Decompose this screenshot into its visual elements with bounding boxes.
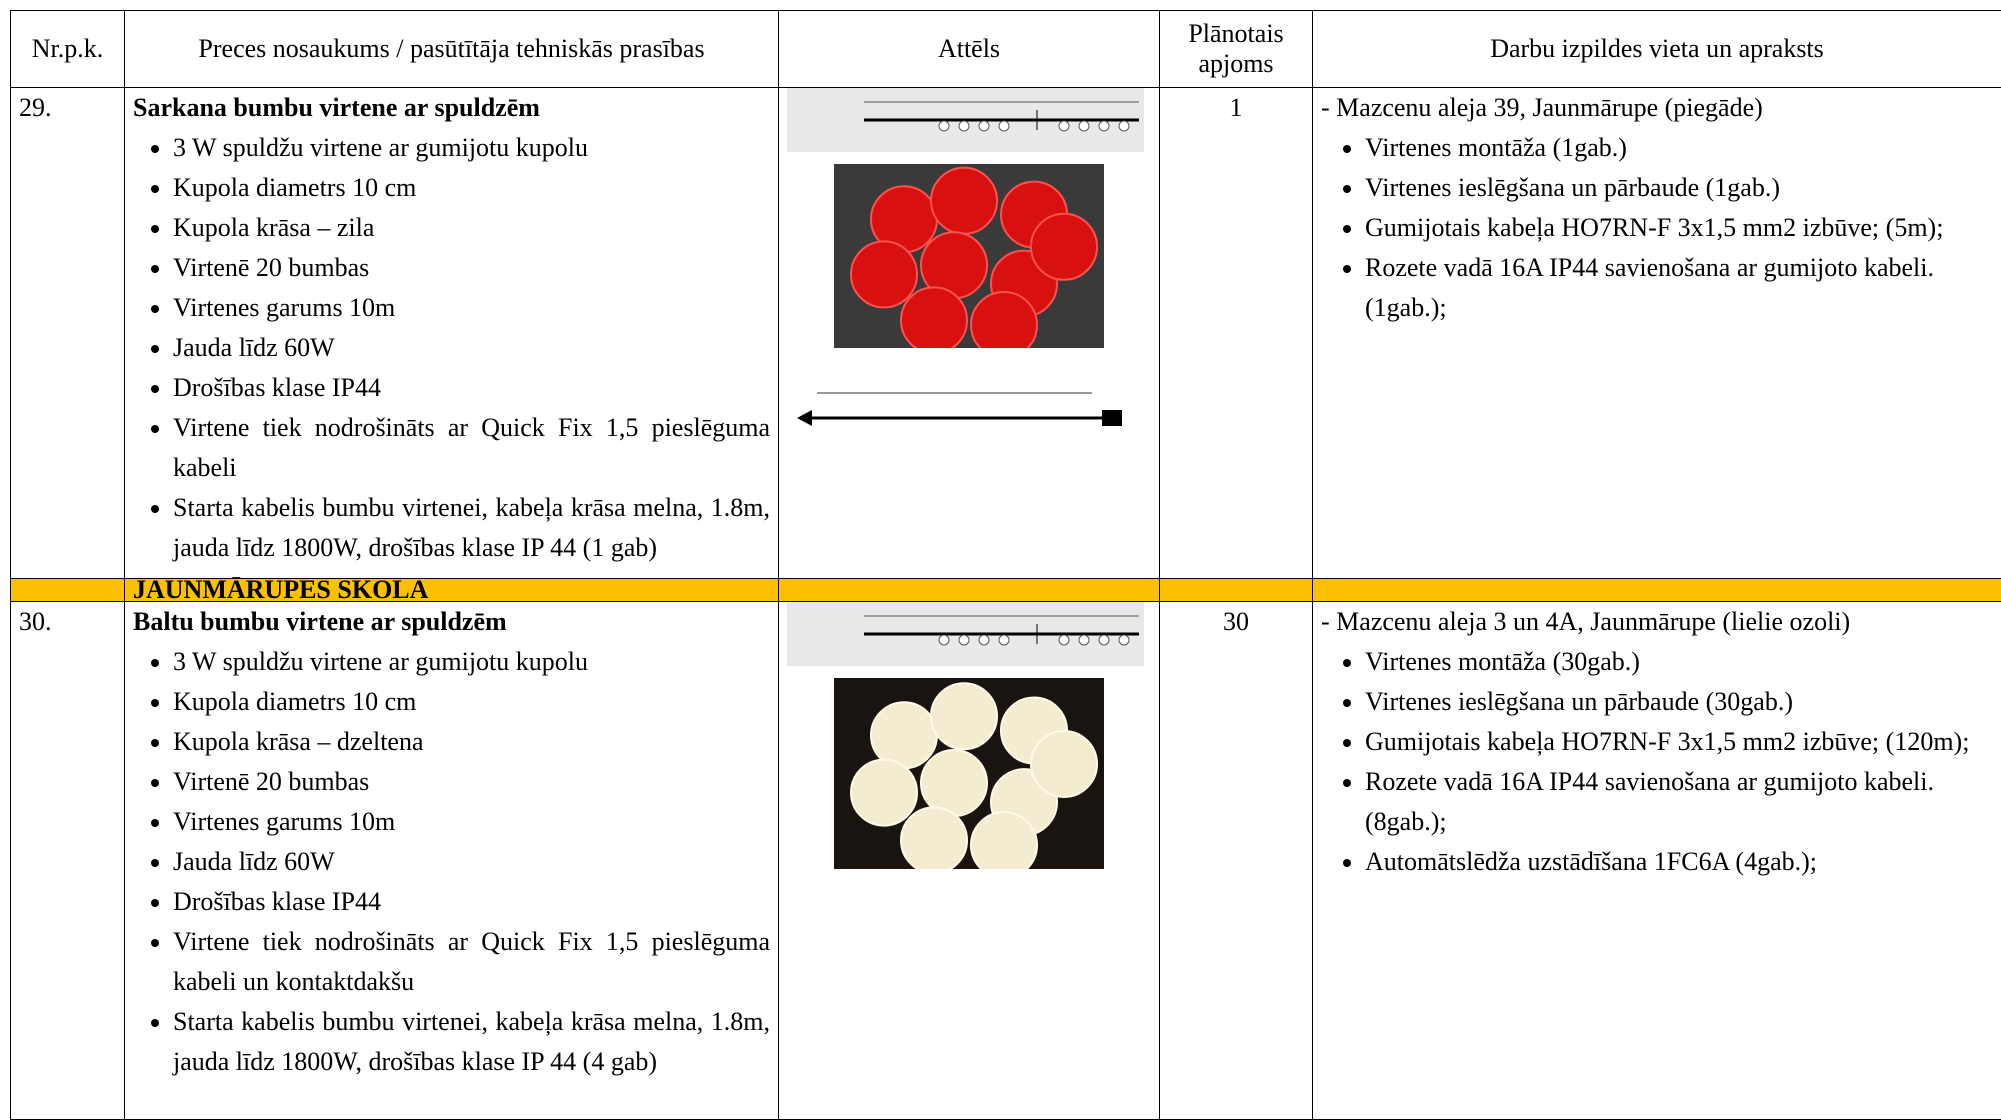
item-quantity: 1 [1160, 88, 1313, 579]
task-list: Virtenes montāža (30gab.)Virtenes ieslēg… [1321, 642, 1993, 882]
spec-item: Starta kabelis bumbu virtenei, kabeļa kr… [173, 1002, 770, 1082]
cell [1313, 579, 2001, 602]
task-list: Virtenes montāža (1gab.)Virtenes ieslēgš… [1321, 128, 1993, 328]
spec-item: Drošības klase IP44 [173, 882, 770, 922]
spec-list: 3 W spuldžu virtene ar gumijotu kupoluKu… [133, 128, 770, 568]
header-cell: Preces nosaukums / pasūtītāja tehniskās … [125, 11, 779, 88]
cell [1160, 579, 1313, 602]
spec-item: Virtene tiek nodrošināts ar Quick Fix 1,… [173, 922, 770, 1002]
task-item: Virtenes ieslēgšana un pārbaude (30gab.) [1365, 682, 1993, 722]
item-row: 30.Baltu bumbu virtene ar spuldzēm3 W sp… [11, 602, 2001, 1120]
task-item: Virtenes ieslēgšana un pārbaude (1gab.) [1365, 168, 1993, 208]
item-title: Sarkana bumbu virtene ar spuldzēm [133, 88, 770, 128]
task-item: Automātslēdža uzstādīšana 1FC6A (4gab.); [1365, 842, 1993, 882]
task-item: Gumijotais kabeļa HO7RN-F 3x1,5 mm2 izbū… [1365, 722, 1993, 762]
spec-item: Virtenes garums 10m [173, 802, 770, 842]
spec-item: Virtenē 20 bumbas [173, 762, 770, 802]
task-item: Virtenes montāža (30gab.) [1365, 642, 1993, 682]
work-location: - Mazcenu aleja 39, Jaunmārupe (piegāde) [1321, 88, 1993, 128]
header-cell: Plānotais apjoms [1160, 11, 1313, 88]
task-item: Virtenes montāža (1gab.) [1365, 128, 1993, 168]
spec-item: Virtenē 20 bumbas [173, 248, 770, 288]
spec-item: 3 W spuldžu virtene ar gumijotu kupolu [173, 642, 770, 682]
spec-table: Nr.p.k. Preces nosaukums / pasūtītāja te… [10, 10, 2001, 1120]
work-description: - Mazcenu aleja 39, Jaunmārupe (piegāde)… [1313, 88, 2001, 579]
item-row: 29.Sarkana bumbu virtene ar spuldzēm3 W … [11, 88, 2001, 579]
header-cell: Attēls [779, 11, 1160, 88]
table-body: 29.Sarkana bumbu virtene ar spuldzēm3 W … [11, 88, 2001, 1120]
item-image [779, 602, 1160, 1120]
photo [834, 164, 1104, 348]
section-row: JAUNMĀRUPES SKOLA [11, 579, 2001, 602]
spec-item: Jauda līdz 60W [173, 328, 770, 368]
spec-item: Drošības klase IP44 [173, 368, 770, 408]
diagram [779, 602, 1144, 666]
item-description: Baltu bumbu virtene ar spuldzēm3 W spuld… [125, 602, 779, 1120]
work-location: - Mazcenu aleja 3 un 4A, Jaunmārupe (lie… [1321, 602, 1993, 642]
task-item: Gumijotais kabeļa HO7RN-F 3x1,5 mm2 izbū… [1365, 208, 1993, 248]
spec-item: 3 W spuldžu virtene ar gumijotu kupolu [173, 128, 770, 168]
item-description: Sarkana bumbu virtene ar spuldzēm3 W spu… [125, 88, 779, 579]
task-item: Rozete vadā 16A IP44 savienošana ar gumi… [1365, 762, 1993, 842]
cell [11, 579, 125, 602]
item-title: Baltu bumbu virtene ar spuldzēm [133, 602, 770, 642]
header-cell: Nr.p.k. [11, 11, 125, 88]
item-number: 29. [11, 88, 125, 579]
work-description: - Mazcenu aleja 3 un 4A, Jaunmārupe (lie… [1313, 602, 2001, 1120]
item-number: 30. [11, 602, 125, 1120]
header-cell: Darbu izpildes vieta un apraksts [1313, 11, 2001, 88]
spec-item: Kupola diametrs 10 cm [173, 682, 770, 722]
header-row: Nr.p.k. Preces nosaukums / pasūtītāja te… [11, 11, 2001, 88]
diagram [779, 88, 1144, 152]
spec-item: Kupola diametrs 10 cm [173, 168, 770, 208]
spec-item: Starta kabelis bumbu virtenei, kabeļa kr… [173, 488, 770, 568]
spec-item: Jauda līdz 60W [173, 842, 770, 882]
task-item: Rozete vadā 16A IP44 savienošana ar gumi… [1365, 248, 1993, 328]
section-title: JAUNMĀRUPES SKOLA [125, 579, 779, 602]
photo [834, 678, 1104, 869]
item-quantity: 30 [1160, 602, 1313, 1120]
spec-item: Kupola krāsa – dzeltena [173, 722, 770, 762]
spec-item: Kupola krāsa – zila [173, 208, 770, 248]
item-image [779, 88, 1160, 579]
cable-diagram [787, 378, 1152, 438]
spec-item: Virtene tiek nodrošināts ar Quick Fix 1,… [173, 408, 770, 488]
spec-item: Virtenes garums 10m [173, 288, 770, 328]
spec-list: 3 W spuldžu virtene ar gumijotu kupoluKu… [133, 642, 770, 1082]
cell [779, 579, 1160, 602]
